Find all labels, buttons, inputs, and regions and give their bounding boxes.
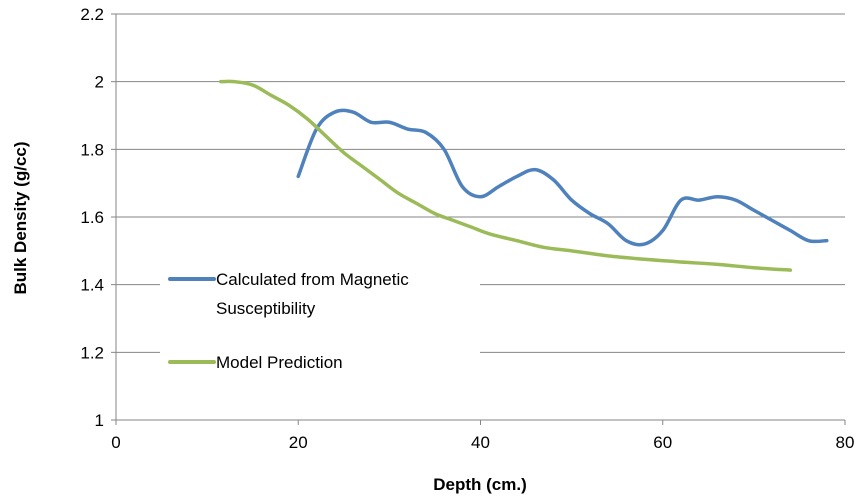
y-axis-title: Bulk Density (g/cc): [11, 141, 30, 294]
series-model-line: [219, 79, 793, 272]
y-tick-label: 1.8: [80, 140, 104, 159]
legend-label-calculated-line1: Calculated from Magnetic: [216, 270, 409, 289]
y-tick-label: 2: [95, 73, 104, 92]
series-lines: [219, 79, 829, 272]
x-tick-label: 40: [471, 433, 490, 452]
y-tick-label: 1: [95, 411, 104, 430]
legend-label-model: Model Prediction: [216, 353, 343, 372]
x-tick-label: 20: [289, 433, 308, 452]
series-calculated-line: [296, 108, 829, 247]
y-tick-label: 2.2: [80, 5, 104, 24]
legend-label-calculated-line2: Susceptibility: [216, 299, 316, 318]
tick-labels: 1 1.2 1.4 1.6 1.8 2 2.2 0 20 40 60 80: [80, 5, 854, 452]
x-tick-label: 80: [836, 433, 855, 452]
y-tick-label: 1.4: [80, 276, 104, 295]
x-tick-label: 0: [111, 433, 120, 452]
y-tick-label: 1.2: [80, 343, 104, 362]
axes: [111, 13, 846, 425]
y-tick-label: 1.6: [80, 208, 104, 227]
x-tick-label: 60: [653, 433, 672, 452]
legend: Calculated from Magnetic Susceptibility …: [160, 258, 480, 380]
x-axis-title: Depth (cm.): [433, 475, 527, 494]
